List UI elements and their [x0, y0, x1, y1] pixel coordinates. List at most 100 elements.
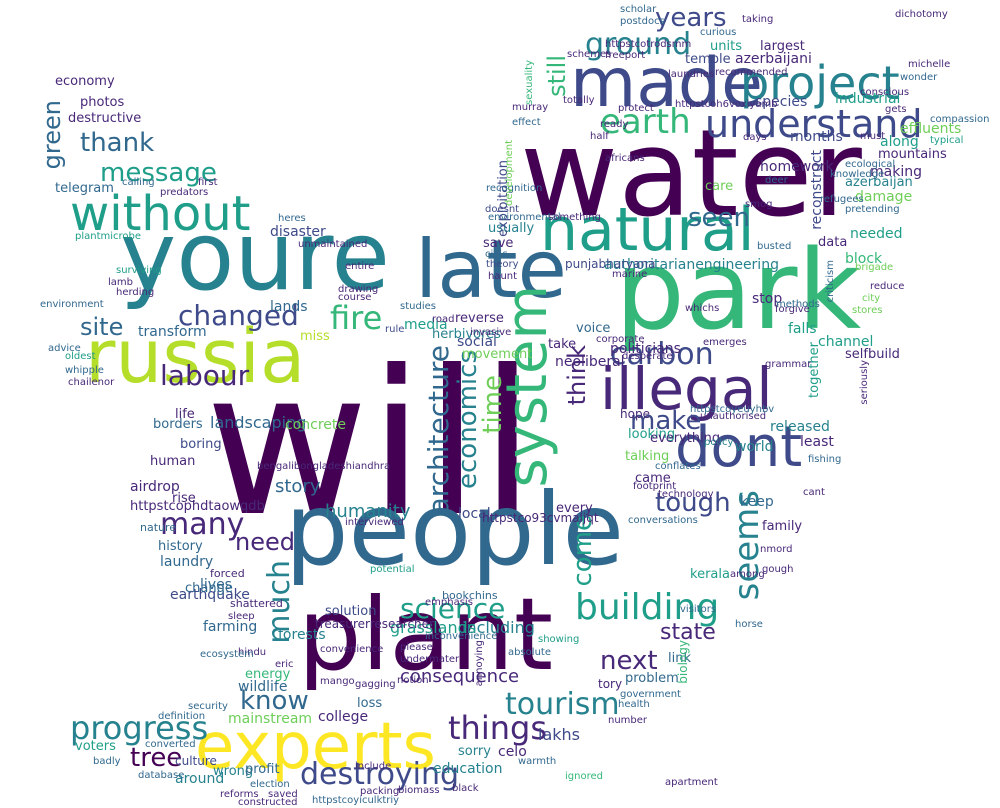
cloud-word: rule [385, 324, 405, 335]
cloud-word: bengalibongladeshiandhra [257, 461, 391, 472]
cloud-word: lakhs [538, 725, 580, 744]
cloud-word: understand [705, 102, 923, 146]
cloud-word: inconvenience [425, 631, 498, 642]
cloud-word: forgive [775, 304, 810, 315]
cloud-word: came [635, 471, 671, 486]
cloud-word: still [543, 55, 571, 97]
cloud-word: architecture [422, 345, 455, 515]
cloud-word: forced [210, 567, 245, 580]
cloud-word: media [404, 317, 448, 333]
cloud-word: apartment [665, 777, 718, 788]
cloud-word: science [400, 592, 506, 625]
cloud-word: taking [742, 14, 774, 25]
cloud-word: seen [688, 203, 751, 233]
cloud-word: rise [172, 491, 196, 506]
cloud-word: progress [70, 709, 209, 747]
cloud-word: ground [585, 27, 692, 62]
cloud-word: story [275, 476, 321, 497]
cloud-word: stores [852, 305, 883, 316]
cloud-word: effect [512, 117, 541, 128]
cloud-word: solution [325, 604, 377, 619]
cloud-word: landscaping [210, 413, 307, 432]
cloud-word: boring [180, 437, 222, 452]
cloud-word: airdrop [130, 479, 180, 495]
cloud-word: surviving [116, 265, 162, 276]
cloud-word: course [338, 292, 372, 303]
cloud-word: please [400, 642, 433, 653]
cloud-word: httpstcophdtaowqdb [130, 499, 265, 514]
cloud-word: kerala [690, 567, 730, 582]
cloud-word: make [630, 406, 702, 436]
cloud-word: smog [745, 199, 773, 210]
cloud-word: horse [735, 619, 763, 630]
cloud-word: number [608, 715, 648, 726]
cloud-word: civic [485, 249, 508, 260]
cloud-word: laundries [668, 69, 715, 80]
cloud-word: telegram [55, 181, 114, 196]
cloud-word: reforms [220, 789, 259, 800]
cloud-word: typical [930, 135, 964, 146]
cloud-word: ready [600, 119, 629, 130]
cloud-word: herding [116, 287, 155, 298]
cloud-word: authoritarianengineering [604, 257, 779, 273]
cloud-word: httpstcotrodsmm [605, 39, 692, 50]
cloud-word: damage [855, 189, 913, 205]
cloud-word: needed [850, 226, 903, 242]
cloud-word: making [870, 164, 922, 180]
cloud-word: green [38, 100, 66, 170]
cloud-word: tough [655, 488, 731, 518]
cloud-word: miss [300, 329, 330, 344]
cloud-word: africans [605, 153, 645, 164]
cloud-word: months [790, 129, 843, 145]
cloud-word: half [590, 131, 609, 142]
cloud-word: constructed [238, 797, 298, 808]
cloud-word: change [185, 581, 233, 596]
cloud-word: reduce [870, 281, 905, 292]
cloud-word: wonder [900, 72, 938, 83]
cloud-word: history [158, 539, 203, 554]
cloud-word: natural [540, 195, 755, 265]
cloud-word: httpstcoyeuyhbv [690, 404, 775, 415]
cloud-word: httpstco93cvmaljqt [482, 511, 599, 525]
cloud-word: schemes [567, 49, 612, 60]
cloud-word: doesnt [485, 204, 520, 215]
cloud-word: conscious [860, 87, 910, 98]
cloud-word: disaster [270, 224, 326, 240]
cloud-word: fishing [808, 454, 842, 465]
cloud-word: nature [140, 521, 177, 534]
cloud-word: policy [704, 437, 734, 448]
cloud-word: social [457, 334, 497, 350]
cloud-word: mainstream [228, 711, 313, 727]
cloud-word: keep [740, 494, 774, 510]
cloud-word: local [458, 506, 491, 522]
cloud-word: late [415, 223, 567, 316]
cloud-word: azerbaijan [845, 175, 913, 190]
cloud-word: message [100, 158, 217, 188]
cloud-word: made [570, 44, 763, 123]
cloud-word: problem [625, 671, 679, 686]
cloud-word: among [730, 569, 765, 580]
cloud-word: httpstcoyiculktriy [312, 795, 400, 806]
cloud-word: badly [93, 756, 121, 767]
cloud-word: biomass [398, 785, 440, 796]
cloud-word: refugees [820, 194, 864, 205]
cloud-word: knowledge [830, 169, 885, 180]
cloud-word: movement [462, 347, 533, 362]
cloud-word: black [452, 783, 479, 794]
cloud-word: absolute [508, 647, 551, 658]
cloud-word: save [483, 236, 514, 251]
cloud-word: lands [270, 299, 308, 315]
cloud-word: labour [160, 359, 250, 392]
cloud-word: every [556, 501, 593, 516]
cloud-word: gets [885, 104, 907, 115]
cloud-word: without [70, 186, 251, 242]
cloud-word: lamb [108, 277, 133, 288]
cloud-word: seriously [859, 360, 870, 405]
cloud-word: stop [752, 291, 783, 307]
cloud-word: potential [370, 564, 415, 575]
cloud-word: nmord [760, 544, 793, 555]
cloud-word: talking [625, 449, 670, 464]
cloud-word: treasurerresearcher [315, 617, 434, 631]
cloud-word: studies [400, 301, 436, 312]
